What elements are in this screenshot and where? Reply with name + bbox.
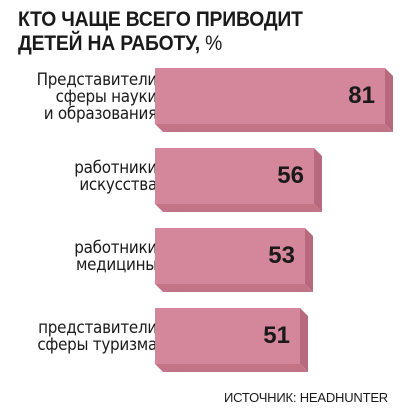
bar: [155, 68, 393, 132]
bar: [155, 148, 322, 212]
bar-bottom: [155, 204, 322, 212]
bar: [155, 228, 313, 292]
data-label: 53: [268, 242, 295, 269]
bar-side: [314, 148, 322, 212]
category-label: Представители сферы науки и образования: [36, 69, 158, 123]
bar-side: [305, 228, 313, 292]
bar-bottom: [155, 364, 308, 372]
category-label: представители сферы туризма: [37, 318, 157, 354]
data-label: 51: [263, 322, 290, 349]
category-label: работники искусства: [74, 158, 157, 194]
bar-face: [155, 308, 300, 364]
chart-title: КТО ЧАЩЕ ВСЕГО ПРИВОДИТ ДЕТЕЙ НА РАБОТУ,…: [18, 8, 358, 56]
chart-title-unit: %: [205, 32, 223, 55]
bar-face: [155, 148, 314, 204]
bar-face: [155, 228, 305, 284]
bar-face: [155, 68, 385, 124]
bar-bottom: [155, 124, 393, 132]
category-label: работники медицины: [74, 238, 157, 274]
bar-side: [385, 68, 393, 132]
data-label: 81: [348, 82, 375, 109]
chart-title-text: КТО ЧАЩЕ ВСЕГО ПРИВОДИТ ДЕТЕЙ НА РАБОТУ,: [18, 8, 303, 55]
source-note: ИСТОЧНИК: HEADHUNTER: [224, 390, 388, 405]
data-label: 56: [277, 162, 304, 189]
bar: [155, 308, 308, 372]
bar-bottom: [155, 284, 313, 292]
bar-side: [300, 308, 308, 372]
